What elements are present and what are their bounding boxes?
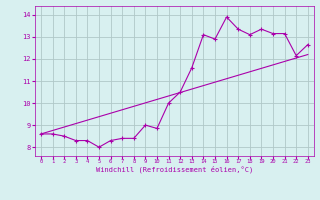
X-axis label: Windchill (Refroidissement éolien,°C): Windchill (Refroidissement éolien,°C)	[96, 166, 253, 173]
